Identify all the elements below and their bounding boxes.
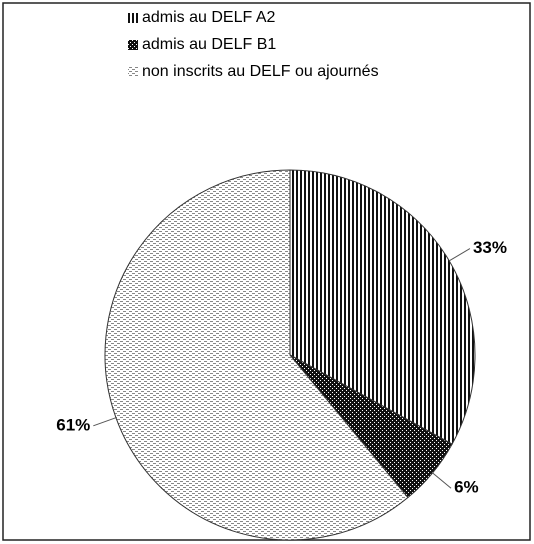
data-label: 61% [56, 415, 90, 434]
legend-label: admis au DELF B1 [142, 36, 276, 53]
legend-label: admis au DELF A2 [142, 9, 276, 26]
legend-swatch [128, 40, 138, 50]
legend-swatch [128, 13, 138, 23]
leader-line [93, 417, 117, 427]
leader-line [432, 472, 452, 489]
legend-swatch [128, 67, 138, 77]
leader-line [448, 248, 471, 262]
legend-label: non inscrits au DELF ou ajournés [142, 63, 379, 80]
data-label: 33% [473, 238, 507, 257]
pie-slice [104, 169, 409, 541]
data-label: 6% [454, 478, 479, 497]
